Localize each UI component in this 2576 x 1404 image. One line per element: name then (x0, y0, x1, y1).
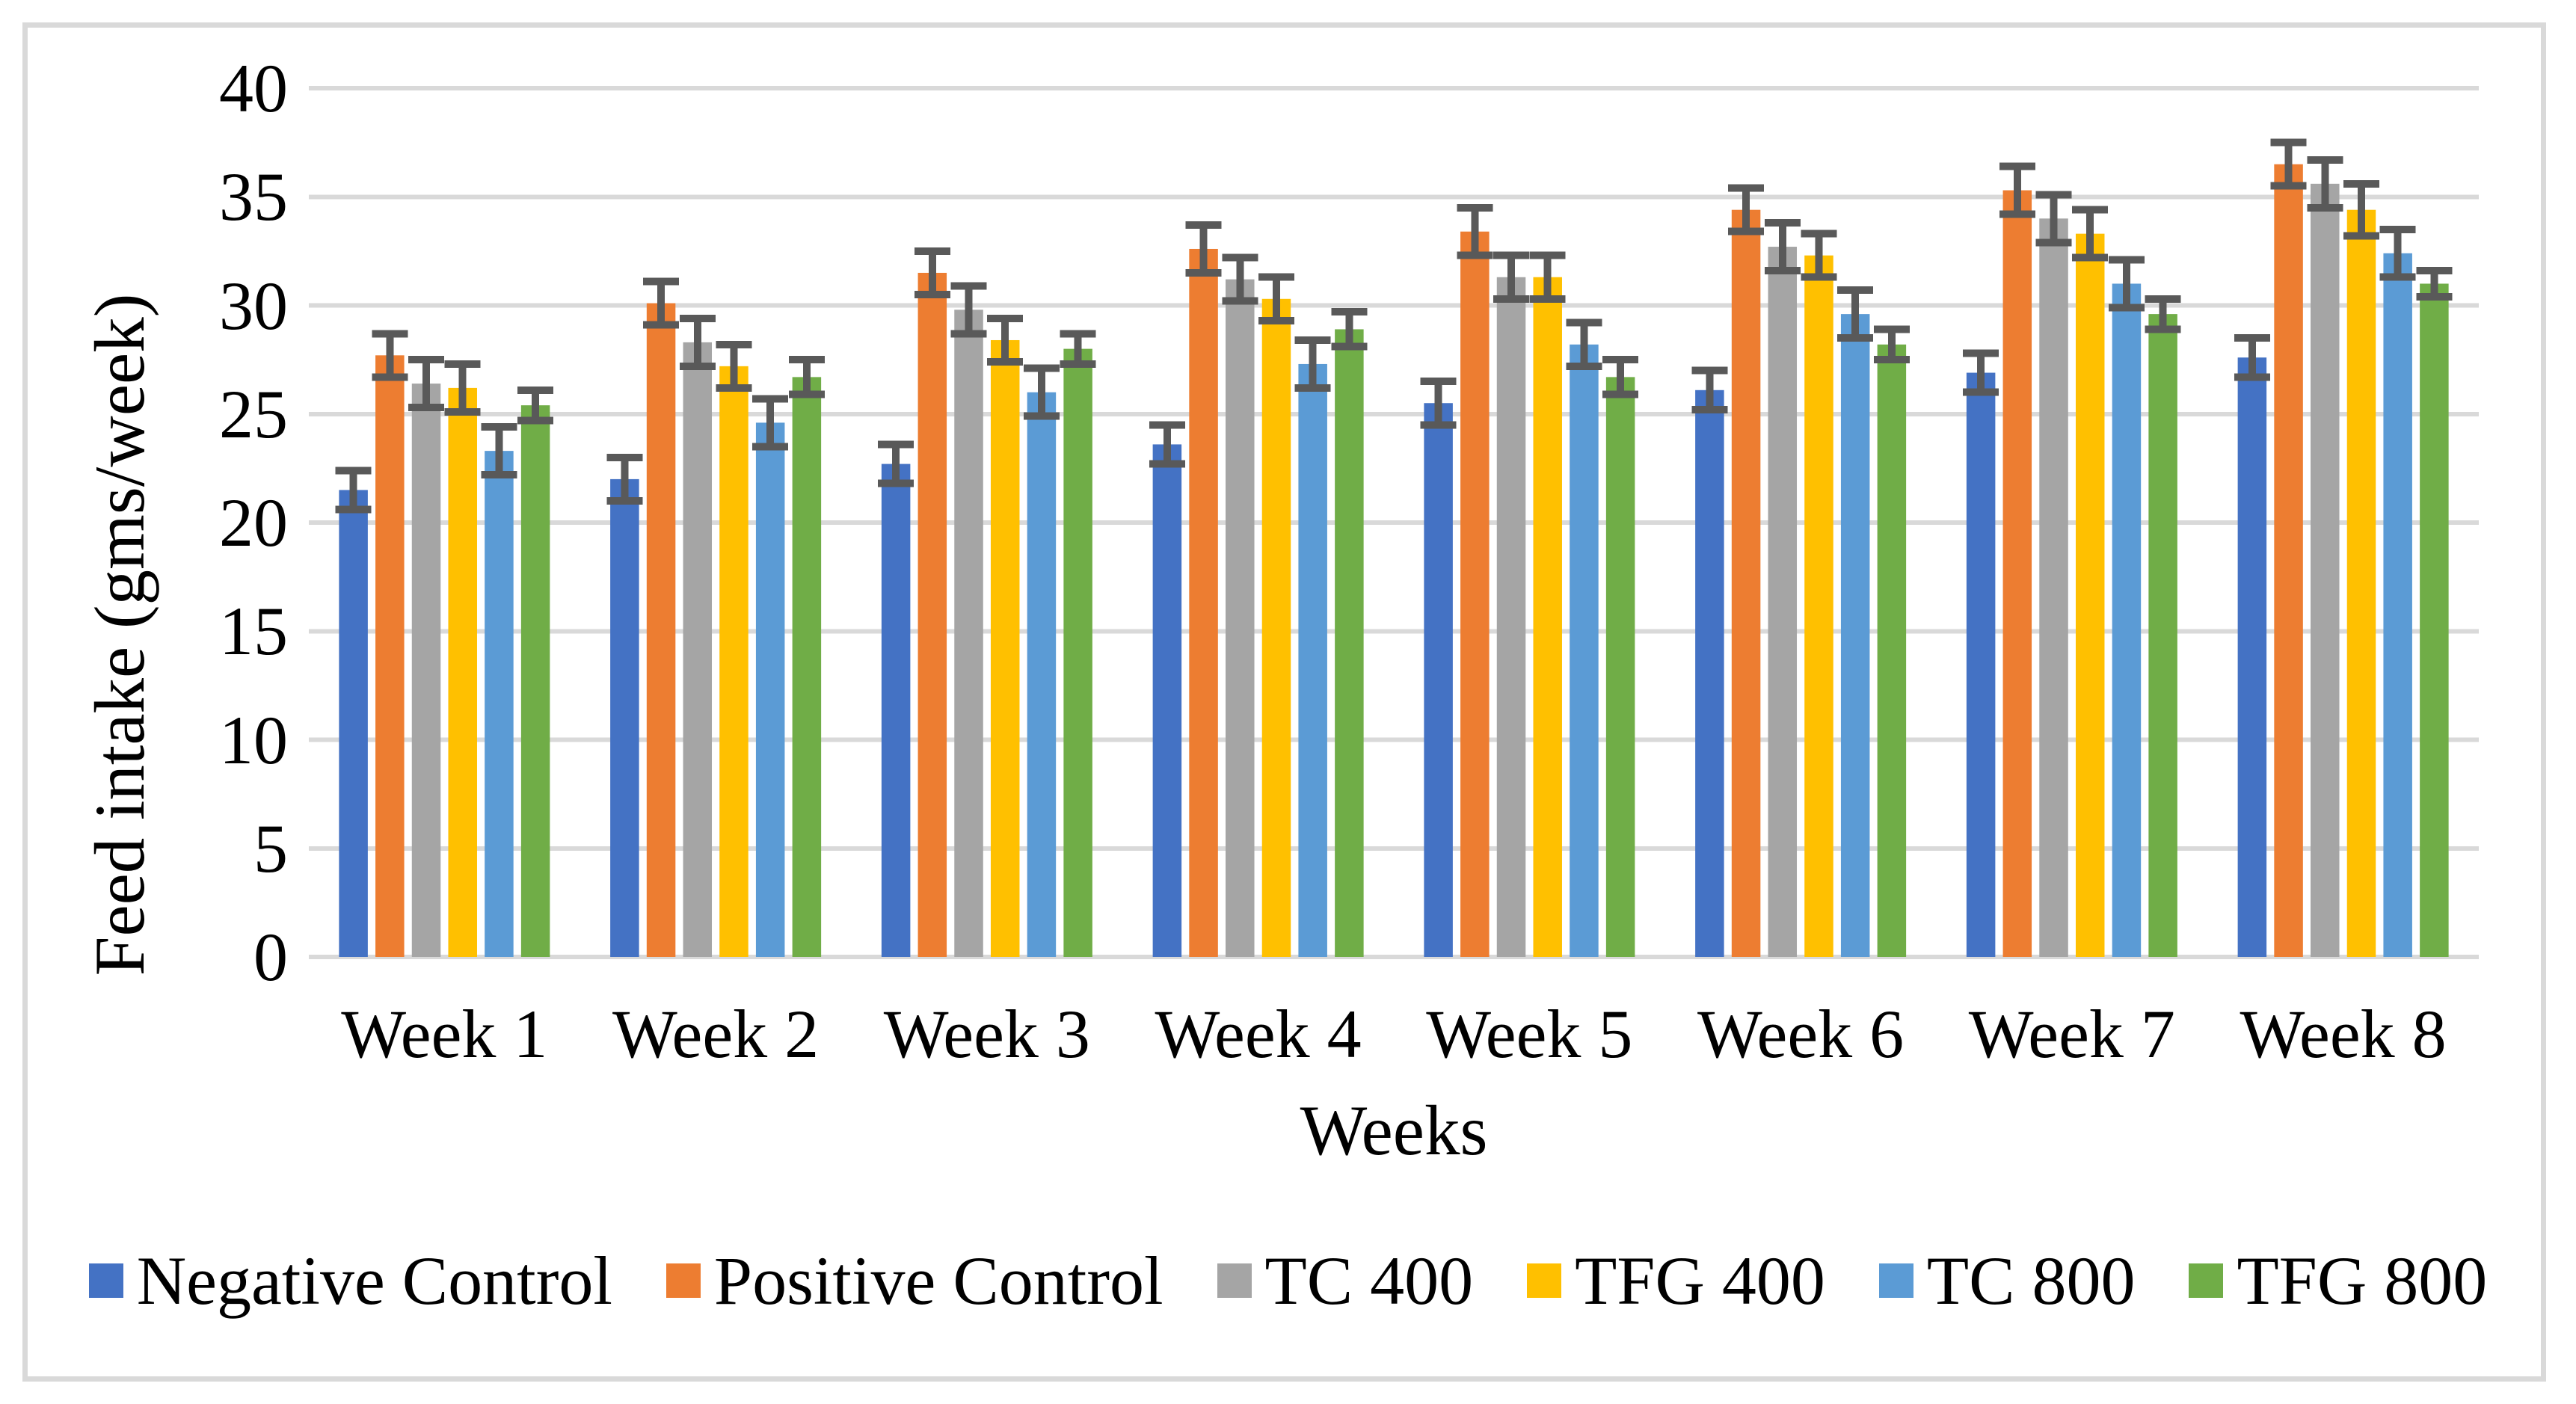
bar-tfg-400-week-7 (2075, 233, 2105, 957)
bar-negative-control-week-8 (2237, 357, 2267, 958)
bar-tc-400-week-1 (411, 384, 441, 957)
legend-item-tc-400: TC 400 (1217, 1241, 1474, 1320)
x-category-label-3: Week 3 (883, 996, 1090, 1072)
x-axis-title: Weeks (1300, 1091, 1488, 1170)
bar-tc-400-week-4 (1226, 279, 1255, 957)
legend-swatch-icon (665, 1263, 701, 1298)
legend: Negative Control Positive Control TC 400 TF… (0, 1241, 2576, 1320)
bar-tc-800-week-3 (1027, 392, 1057, 957)
legend-label: TC 400 (1264, 1243, 1474, 1319)
x-category-label-2: Week 2 (612, 996, 820, 1072)
legend-label: TFG 800 (2237, 1243, 2488, 1319)
x-category-label-4: Week 4 (1155, 996, 1362, 1072)
y-tick-label-5: 5 (253, 810, 288, 887)
bar-tfg-400-week-6 (1804, 255, 1833, 957)
bar-tfg-800-week-4 (1335, 329, 1364, 958)
legend-swatch-icon (2189, 1263, 2224, 1298)
bar-tfg-800-week-8 (2420, 283, 2449, 957)
legend-swatch-icon (88, 1263, 123, 1298)
bar-negative-control-week-5 (1424, 403, 1453, 957)
bar-negative-control-week-4 (1152, 444, 1182, 957)
bar-tfg-800-week-3 (1063, 348, 1092, 958)
y-tick-label-0: 0 (253, 919, 288, 995)
legend-item-positive-control: Positive Control (665, 1241, 1163, 1320)
legend-label: Negative Control (136, 1243, 612, 1319)
bar-tc-800-week-4 (1298, 363, 1327, 957)
legend-swatch-icon (1217, 1263, 1252, 1298)
legend-item-tfg-400: TFG 400 (1527, 1241, 1825, 1320)
legend-item-tc-800: TC 800 (1878, 1241, 2136, 1320)
bar-tfg-400-week-1 (448, 387, 477, 957)
bar-tfg-400-week-5 (1533, 277, 1562, 957)
x-category-label-7: Week 7 (1968, 996, 2175, 1072)
bar-positive-control-week-5 (1460, 231, 1490, 958)
x-category-label-5: Week 5 (1426, 996, 1633, 1072)
bar-tfg-400-week-2 (719, 366, 748, 958)
bar-positive-control-week-7 (2002, 190, 2032, 957)
bar-positive-control-week-8 (2274, 164, 2303, 957)
bar-tc-800-week-1 (485, 451, 514, 957)
bar-tc-400-week-3 (954, 310, 983, 957)
bar-tc-400-week-6 (1768, 247, 1798, 957)
bar-tc-400-week-2 (683, 342, 713, 957)
y-tick-label-10: 10 (219, 701, 288, 778)
legend-item-negative-control: Negative Control (88, 1241, 612, 1320)
bar-positive-control-week-2 (646, 303, 676, 958)
bar-tfg-400-week-4 (1261, 298, 1291, 957)
bar-negative-control-week-2 (610, 478, 639, 957)
x-category-label-8: Week 8 (2240, 996, 2447, 1072)
legend-label: TFG 400 (1575, 1243, 1825, 1319)
bar-tc-400-week-7 (2039, 218, 2068, 957)
bar-negative-control-week-1 (339, 490, 368, 957)
bar-negative-control-week-3 (881, 464, 911, 957)
bar-tfg-800-week-1 (520, 405, 550, 957)
bar-tc-800-week-2 (755, 422, 785, 957)
bar-positive-control-week-4 (1189, 248, 1218, 958)
y-tick-label-35: 35 (219, 158, 288, 235)
legend-item-tfg-800: TFG 800 (2189, 1241, 2487, 1320)
bar-positive-control-week-3 (917, 272, 947, 957)
bar-tc-800-week-6 (1840, 314, 1870, 957)
bar-tfg-400-week-8 (2346, 209, 2376, 957)
x-category-label-6: Week 6 (1697, 996, 1905, 1072)
x-category-label-1: Week 1 (341, 996, 548, 1072)
chart-outer-border (22, 22, 2546, 1382)
bar-tfg-800-week-5 (1605, 377, 1635, 957)
bar-tc-800-week-8 (2383, 253, 2412, 957)
bar-tc-800-week-5 (1570, 344, 1599, 957)
y-tick-label-40: 40 (219, 50, 288, 126)
bar-tfg-800-week-6 (1877, 344, 1907, 957)
bar-negative-control-week-6 (1695, 390, 1724, 957)
bar-negative-control-week-7 (1966, 372, 1996, 957)
bar-tfg-400-week-3 (990, 339, 1020, 958)
bar-tc-400-week-8 (2311, 183, 2340, 957)
y-tick-label-15: 15 (219, 593, 288, 670)
y-tick-label-20: 20 (219, 484, 288, 561)
legend-swatch-icon (1878, 1263, 1913, 1298)
bar-tfg-800-week-7 (2148, 314, 2177, 957)
legend-label: Positive Control (713, 1243, 1163, 1319)
legend-label: TC 800 (1926, 1243, 2136, 1319)
bar-tc-400-week-5 (1496, 277, 1526, 957)
y-tick-label-25: 25 (219, 375, 288, 452)
bar-tfg-800-week-2 (792, 377, 822, 957)
y-axis-title: Feed intake (gms/week) (80, 293, 159, 976)
bar-tc-800-week-7 (2112, 283, 2142, 957)
bar-positive-control-week-1 (375, 355, 405, 957)
bar-positive-control-week-6 (1731, 209, 1761, 957)
y-tick-label-30: 30 (219, 267, 288, 344)
legend-swatch-icon (1527, 1263, 1562, 1298)
